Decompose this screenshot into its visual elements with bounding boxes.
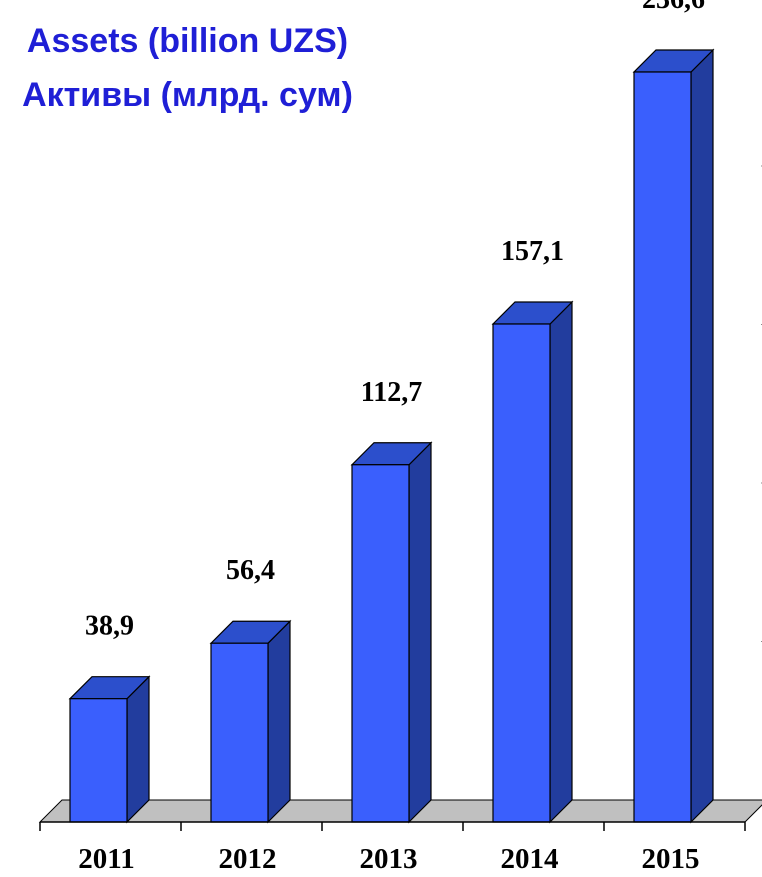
x-tick-label-2012: 2012	[219, 843, 277, 875]
bar-side-face	[126, 675, 150, 824]
x-tick-label-2015: 2015	[642, 843, 700, 875]
bar-front-face	[633, 71, 692, 823]
data-label-2011: 38,9	[85, 611, 134, 642]
bar-front-face	[351, 464, 410, 823]
x-tick-label-2014: 2014	[501, 843, 559, 875]
bar-2014	[491, 300, 574, 824]
bar-side-face	[690, 48, 714, 824]
bar-2011	[68, 675, 151, 824]
data-label-2015: 236,6	[642, 0, 705, 15]
bar-side-face	[267, 619, 291, 824]
data-label-2013: 112,7	[361, 377, 422, 408]
bar-front-face	[210, 642, 269, 823]
bar-2013	[350, 441, 433, 824]
bar-side-face	[408, 441, 432, 824]
bar-2015	[632, 48, 715, 824]
chart-subtitle: Активы (млрд. сум)	[22, 76, 353, 114]
x-tick-label-2013: 2013	[360, 843, 418, 875]
chart-title: Assets (billion UZS)	[26, 22, 349, 60]
data-label-2012: 56,4	[226, 555, 275, 586]
bar-front-face	[492, 323, 551, 823]
data-label-2014: 157,1	[501, 236, 564, 267]
x-tick-label-2011: 2011	[78, 843, 134, 875]
bar-2012	[209, 619, 292, 824]
bar-front-face	[69, 698, 128, 823]
bar-side-face	[549, 300, 573, 824]
